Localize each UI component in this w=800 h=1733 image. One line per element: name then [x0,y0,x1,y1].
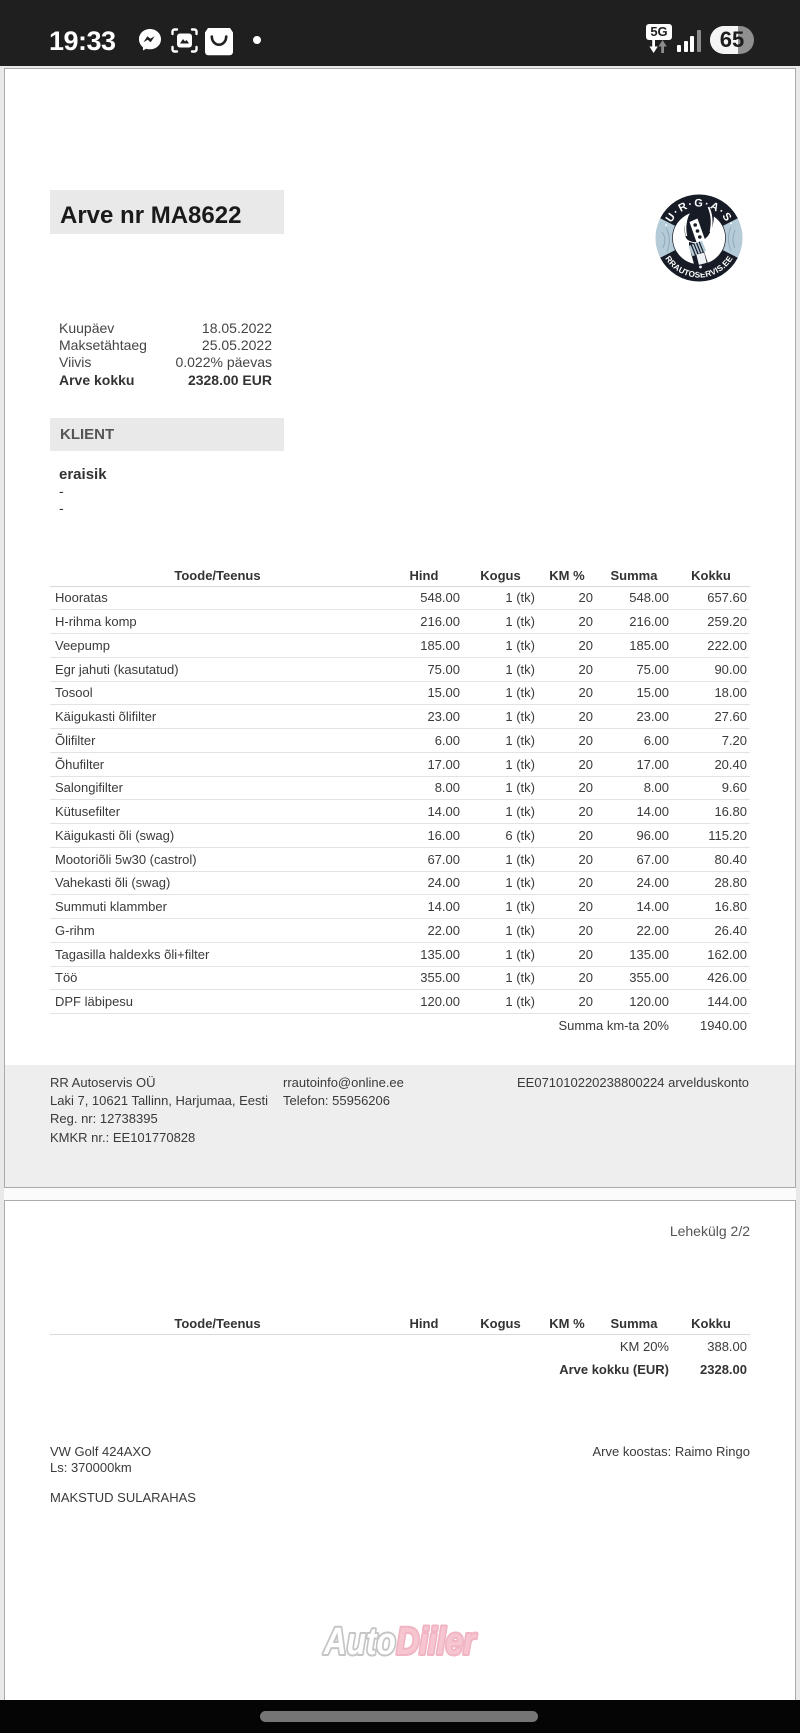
svg-text:Diiler: Diiler [396,1620,477,1663]
svg-text:Auto: Auto [323,1620,396,1663]
